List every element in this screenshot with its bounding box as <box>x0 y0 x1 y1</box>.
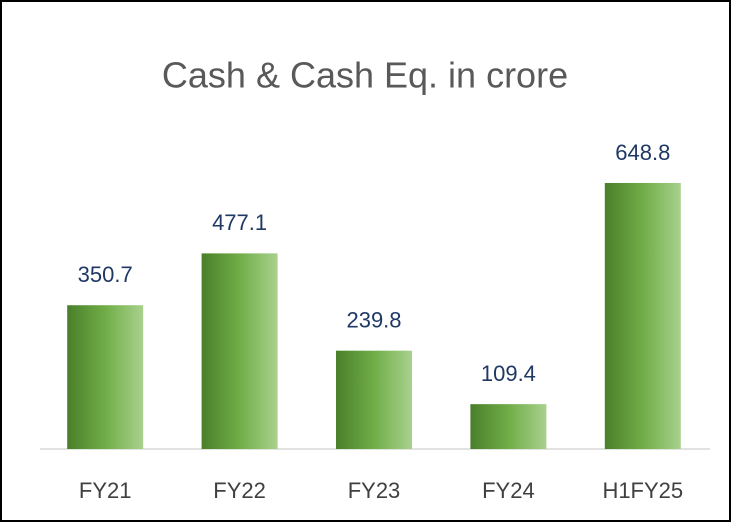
bar <box>201 253 278 449</box>
x-tick-label: FY21 <box>79 478 132 503</box>
x-tick-label: FY22 <box>213 478 266 503</box>
x-tick-label: FY24 <box>482 478 535 503</box>
bar <box>67 305 144 449</box>
bar <box>470 404 547 449</box>
x-tick-label: H1FY25 <box>602 478 683 503</box>
x-tick-label: FY23 <box>348 478 401 503</box>
value-label: 239.8 <box>346 307 401 332</box>
bar <box>336 350 412 449</box>
chart-title: Cash & Cash Eq. in crore <box>162 55 568 96</box>
value-label: 350.7 <box>78 262 133 287</box>
bar <box>604 182 681 449</box>
value-label: 648.8 <box>615 140 670 165</box>
value-label: 109.4 <box>481 361 536 386</box>
value-label: 477.1 <box>212 210 267 235</box>
